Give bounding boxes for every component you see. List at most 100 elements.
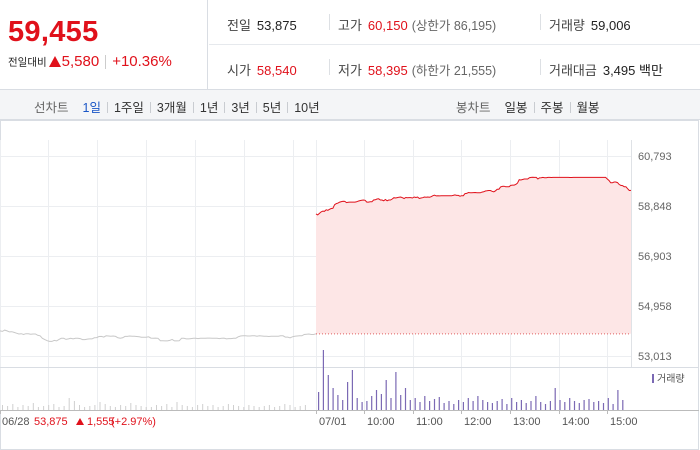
volume-bar-prev bbox=[94, 405, 96, 410]
volume-bar-today bbox=[443, 403, 445, 410]
volume-bar-prev bbox=[125, 406, 127, 410]
volume-bar-today bbox=[569, 398, 571, 410]
volume-bar-prev bbox=[37, 407, 39, 410]
volume-bar-prev bbox=[284, 404, 286, 410]
price-chart[interactable]: 60,793 58,848 56,903 54,958 53,013 거래량 06/28 07… bbox=[0, 120, 700, 450]
volume-bar-prev bbox=[294, 407, 296, 410]
stat-value: 53,875 bbox=[256, 18, 297, 33]
period-10y[interactable]: 10년 bbox=[294, 101, 320, 115]
y-tick-label: 54,958 bbox=[638, 301, 672, 313]
volume-bar-today bbox=[511, 398, 513, 410]
volume-legend-swatch bbox=[652, 374, 654, 383]
price-summary: 59,455 전일대비 5,580 +10.36% bbox=[0, 0, 208, 90]
stat-label: 시가 bbox=[227, 63, 251, 78]
candle-weekly[interactable]: 주봉 bbox=[540, 101, 564, 115]
stat-value: 60,150 bbox=[367, 18, 408, 33]
volume-bar-today bbox=[433, 399, 436, 410]
volume-bar-prev bbox=[140, 406, 142, 410]
volume-bar-today bbox=[506, 404, 508, 410]
period-1y[interactable]: 1년 bbox=[199, 101, 219, 115]
volume-bar-today bbox=[419, 402, 421, 410]
change-amount: 5,580 bbox=[61, 53, 100, 71]
volume-bar-prev bbox=[114, 407, 116, 410]
line-chart-title: 선차트 bbox=[34, 101, 69, 115]
volume-bar-prev bbox=[27, 406, 29, 410]
volume-bar-today bbox=[501, 399, 503, 410]
volume-bar-prev bbox=[145, 407, 147, 410]
volume-bar-prev bbox=[120, 405, 122, 410]
volume-bar-prev bbox=[166, 404, 168, 410]
x-tick-label: 13:00 bbox=[513, 416, 541, 428]
period-1w[interactable]: 1주일 bbox=[113, 101, 144, 115]
volume-bar-prev bbox=[73, 401, 75, 410]
divider bbox=[255, 102, 257, 114]
divider bbox=[287, 102, 289, 114]
volume-bar-today bbox=[424, 396, 426, 410]
volume-bar-today bbox=[472, 401, 474, 410]
x-tick-label: 12:00 bbox=[464, 416, 492, 428]
volume-bar-today bbox=[612, 404, 614, 410]
candle-monthly[interactable]: 월봉 bbox=[576, 101, 600, 115]
volume-bar-prev bbox=[104, 404, 106, 410]
stat-value: 59,006 bbox=[590, 18, 631, 33]
volume-bar-prev bbox=[243, 407, 245, 410]
volume-bar-today bbox=[429, 401, 431, 410]
volume-bar-today bbox=[448, 401, 450, 410]
volume-bar-prev bbox=[207, 406, 209, 410]
volume-bar-today bbox=[617, 390, 619, 410]
volume-bar-prev bbox=[217, 407, 219, 410]
stats-row-1: 전일 53,875 고가 60,150 (상한가 86,195) 거래량 59,006 bbox=[209, 0, 700, 45]
volume-bar-today bbox=[337, 395, 339, 410]
stat-volume: 거래량 59,006 bbox=[549, 15, 631, 34]
volume-bar-prev bbox=[222, 406, 224, 410]
period-5y[interactable]: 5년 bbox=[262, 101, 282, 115]
volume-bar-today bbox=[380, 394, 382, 410]
volume-bar-today bbox=[347, 382, 349, 410]
divider bbox=[540, 14, 541, 30]
divider bbox=[105, 54, 107, 69]
volume-bar-today bbox=[351, 370, 353, 410]
volume-bar-today bbox=[535, 396, 537, 410]
volume-bar-prev bbox=[202, 404, 204, 410]
volume-bar-prev bbox=[161, 406, 163, 410]
period-3y[interactable]: 3년 bbox=[231, 101, 250, 115]
period-3m[interactable]: 3개월 bbox=[156, 101, 187, 115]
volume-bar-prev bbox=[12, 404, 14, 410]
volume-bar-today bbox=[540, 402, 542, 410]
volume-bar-today bbox=[375, 390, 378, 410]
volume-bar-prev bbox=[181, 405, 183, 410]
divider bbox=[533, 102, 535, 114]
volume-bar-today bbox=[588, 399, 590, 410]
volume-bar-prev bbox=[258, 407, 260, 410]
divider bbox=[540, 59, 541, 75]
volume-bar-today bbox=[361, 402, 363, 410]
volume-bar-prev bbox=[248, 405, 250, 410]
volume-bar-today bbox=[414, 398, 416, 410]
volume-bar-prev bbox=[299, 406, 301, 410]
candle-daily[interactable]: 일봉 bbox=[504, 101, 528, 115]
current-price: 59,455 bbox=[8, 16, 99, 48]
volume-bar-today bbox=[477, 396, 479, 410]
volume-bar-prev bbox=[68, 398, 70, 410]
volume-bar-today bbox=[342, 400, 344, 410]
volume-bar-prev bbox=[135, 405, 137, 410]
change-label: 전일대비 bbox=[8, 56, 47, 69]
volume-bar-today bbox=[491, 403, 493, 410]
divider bbox=[149, 102, 151, 114]
period-1d[interactable]: 1일 bbox=[82, 101, 101, 115]
series-today-line bbox=[315, 176, 632, 216]
stat-value: 58,540 bbox=[256, 63, 297, 78]
volume-bar-today bbox=[496, 401, 498, 410]
x-tick-label: 10:00 bbox=[367, 416, 395, 428]
change-percent: +10.36% bbox=[112, 53, 172, 71]
lower-limit: (하한가 21,555) bbox=[411, 64, 497, 78]
volume-bar-prev bbox=[191, 407, 193, 410]
volume-bar-today bbox=[607, 398, 609, 410]
y-tick-label: 53,013 bbox=[638, 351, 672, 363]
prev-change-value: 1,555 bbox=[87, 416, 115, 428]
volume-bar-today bbox=[622, 400, 624, 410]
upper-limit: (상한가 86,195) bbox=[411, 19, 497, 33]
volume-bar-today bbox=[458, 400, 460, 410]
stat-low: 저가 58,395 (하한가 21,555) bbox=[338, 60, 496, 79]
volume-bar-today bbox=[544, 404, 547, 410]
